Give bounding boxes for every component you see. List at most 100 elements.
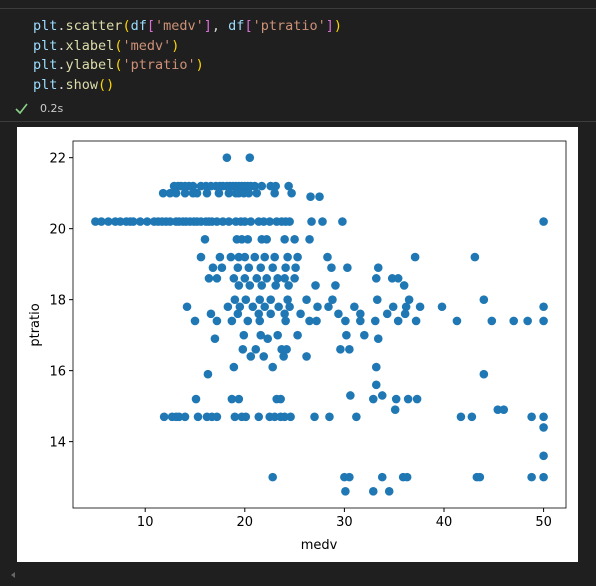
point	[527, 412, 536, 422]
point	[158, 188, 168, 198]
point	[388, 302, 398, 312]
x-tick-label: 40	[436, 515, 453, 530]
point	[285, 217, 294, 226]
point	[324, 302, 333, 312]
code-token: .	[57, 18, 66, 34]
point	[286, 412, 295, 422]
point	[310, 412, 319, 422]
point	[223, 302, 233, 312]
y-tick-label: 18	[49, 294, 66, 309]
point	[350, 302, 359, 312]
output: medv ptratio 10 20 30 40 50 14 16 18 20 22	[17, 127, 578, 562]
point	[311, 281, 320, 290]
point	[229, 274, 239, 283]
point	[245, 281, 255, 290]
point	[281, 316, 290, 326]
point	[290, 274, 299, 283]
point	[539, 423, 548, 432]
code-token: )	[195, 57, 204, 74]
point	[237, 235, 247, 244]
point	[371, 362, 381, 372]
code-token: plt	[33, 18, 58, 34]
point	[135, 217, 145, 226]
point	[212, 274, 222, 283]
point	[370, 316, 380, 326]
point	[373, 263, 383, 273]
code-token: )	[171, 37, 180, 54]
point	[523, 316, 532, 326]
point	[265, 217, 275, 226]
point	[191, 394, 201, 404]
code-token: 'medv'	[154, 18, 204, 34]
point	[470, 252, 480, 262]
point	[306, 192, 315, 202]
code-token: ]	[203, 18, 212, 34]
point	[487, 316, 497, 326]
point	[104, 217, 113, 226]
point	[210, 334, 220, 343]
point	[312, 316, 321, 326]
point	[227, 394, 237, 404]
point	[91, 217, 100, 226]
point	[479, 369, 489, 379]
point	[226, 252, 236, 262]
point	[391, 394, 401, 404]
point	[214, 188, 224, 198]
x-tick-label: 20	[237, 515, 254, 530]
point	[262, 235, 272, 244]
point	[328, 295, 337, 304]
point	[203, 369, 213, 379]
point	[239, 330, 249, 340]
point	[217, 263, 227, 273]
point	[282, 345, 291, 354]
point	[256, 263, 266, 273]
point	[479, 295, 489, 304]
point	[315, 192, 324, 202]
point	[539, 412, 548, 422]
point	[171, 188, 181, 198]
point	[273, 330, 282, 340]
point	[539, 316, 548, 326]
x-axis-label: medv	[301, 538, 338, 553]
point	[331, 281, 340, 290]
point	[255, 316, 265, 326]
point	[233, 309, 243, 319]
code-token: ]	[325, 18, 334, 34]
code-token: 'medv'	[122, 37, 172, 54]
point	[415, 302, 425, 312]
point	[456, 412, 466, 422]
point	[342, 330, 351, 340]
point	[336, 345, 345, 354]
point	[215, 252, 225, 262]
point	[268, 472, 277, 482]
point	[238, 345, 248, 354]
point	[343, 263, 352, 273]
code-token: [	[244, 18, 253, 34]
y-tick-label: 20	[49, 223, 66, 238]
point	[128, 217, 138, 226]
point	[393, 274, 403, 283]
point	[341, 487, 350, 496]
point	[230, 412, 240, 422]
point	[539, 472, 548, 482]
point	[235, 302, 245, 312]
code-token: 'ptratio'	[122, 57, 196, 74]
point	[188, 181, 198, 191]
point	[224, 188, 234, 198]
point	[280, 274, 289, 283]
x-tick-label: 10	[137, 515, 154, 530]
code-line: plt.scatter(df['medv'], df['ptratio'])	[33, 17, 342, 37]
point	[262, 274, 272, 283]
point	[222, 153, 232, 162]
point	[250, 181, 260, 191]
point	[360, 330, 369, 340]
point	[437, 302, 447, 312]
point	[254, 309, 264, 319]
point	[325, 412, 334, 422]
axes-frame	[72, 140, 567, 509]
scroll-arrow[interactable]	[8, 570, 18, 580]
code-editor[interactable]: plt.scatter(df['medv'], df['ptratio']) pl…	[33, 17, 342, 96]
point	[334, 309, 343, 319]
point	[284, 181, 293, 191]
